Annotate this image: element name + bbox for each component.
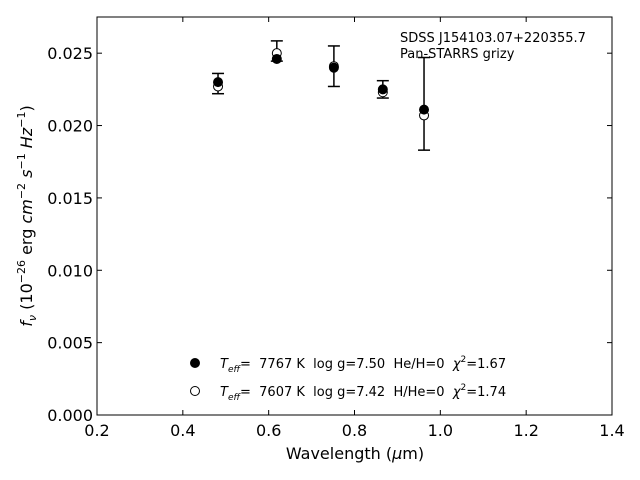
y-tick-labels: 0.000 0.005 0.010 0.015 0.020 0.025 bbox=[47, 44, 93, 425]
x-tick-label: 0.8 bbox=[342, 421, 367, 440]
legend-marker-open bbox=[190, 386, 200, 396]
legend-entry-h: Teff= 7767 K log g=7.50 He/H=0 χ2=1.67 bbox=[220, 355, 506, 375]
x-tick-labels: 0.2 0.4 0.6 0.8 1.0 1.2 1.4 bbox=[84, 421, 624, 440]
y-tick-label: 0.025 bbox=[47, 44, 93, 63]
survey-annotation: Pan-STARRS grizy bbox=[400, 47, 515, 62]
y-tick-label: 0.010 bbox=[47, 261, 93, 280]
x-tick-label: 1.0 bbox=[428, 421, 453, 440]
y-tick-label: 0.020 bbox=[47, 117, 93, 136]
y-tick-label: 0.015 bbox=[47, 189, 93, 208]
filled-model-point bbox=[377, 84, 388, 95]
x-axis-label: Wavelength (μm) bbox=[286, 444, 424, 463]
y-tick-label: 0.005 bbox=[47, 334, 93, 353]
x-tick-label: 1.2 bbox=[513, 421, 538, 440]
legend-entry-he: Teff= 7607 K log g=7.42 H/He=0 χ2=1.74 bbox=[220, 383, 506, 403]
y-axis-label: fν (10−26 erg cm−2 s−1 Hz−1) bbox=[15, 105, 39, 326]
y-tick-label: 0.000 bbox=[47, 406, 93, 425]
error-bars bbox=[212, 40, 431, 151]
x-tick-label: 0.4 bbox=[170, 421, 195, 440]
plot-frame bbox=[96, 16, 613, 416]
x-tick-label: 1.4 bbox=[599, 421, 624, 440]
axis-ticks bbox=[96, 17, 613, 416]
object-annotation: SDSS J154103.07+220355.7 bbox=[400, 31, 586, 46]
filled-model-point bbox=[271, 53, 282, 64]
legend: Teff= 7767 K log g=7.50 He/H=0 χ2=1.67 T… bbox=[190, 355, 506, 403]
legend-marker-filled bbox=[190, 358, 200, 368]
x-tick-label: 0.2 bbox=[84, 421, 109, 440]
model-markers bbox=[213, 48, 430, 121]
filled-model-point bbox=[213, 77, 224, 88]
x-tick-label: 0.6 bbox=[256, 421, 281, 440]
filled-model-point bbox=[328, 62, 339, 73]
filled-model-point bbox=[419, 104, 430, 115]
